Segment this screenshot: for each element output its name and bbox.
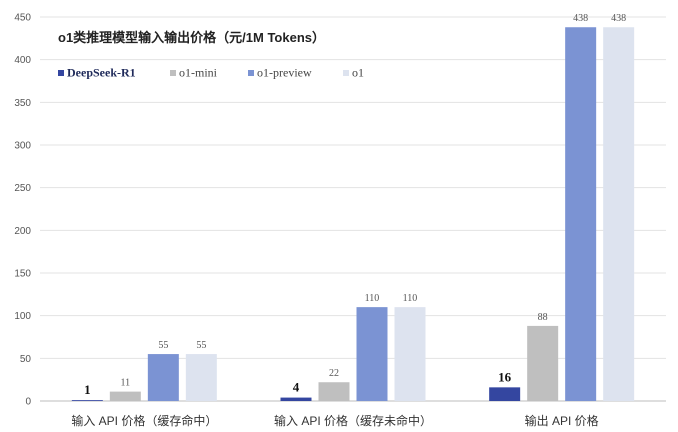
data-label: 55 <box>158 340 168 351</box>
data-label: 55 <box>196 340 206 351</box>
chart-title: o1类推理模型输入输出价格（元/1M Tokens） <box>58 30 325 45</box>
data-label: 1 <box>84 382 91 397</box>
legend-label: o1 <box>352 66 364 80</box>
data-label: 438 <box>573 13 588 24</box>
bar <box>318 382 350 401</box>
legend: DeepSeek-R1 o1-mini o1-preview o1 <box>58 66 364 80</box>
data-label: 11 <box>121 378 131 389</box>
axes: 0 50 100 150 200 250 300 350 400 450 输入 API 价格（缓存命… <box>14 13 666 428</box>
data-label: 22 <box>329 368 339 379</box>
legend-swatch <box>170 70 176 76</box>
bars <box>71 27 635 402</box>
legend-label: o1-mini <box>179 66 218 80</box>
y-tick-label: 450 <box>14 13 31 24</box>
bar <box>527 325 559 401</box>
bar <box>356 307 388 401</box>
legend-swatch <box>58 70 64 76</box>
bar <box>565 27 597 402</box>
y-tick-label: 0 <box>25 397 31 408</box>
data-label: 438 <box>611 13 626 24</box>
bar <box>109 391 141 401</box>
bar <box>394 307 426 401</box>
y-tick-label: 50 <box>20 354 32 365</box>
y-tick-label: 350 <box>14 98 31 109</box>
y-tick-label: 400 <box>14 55 31 66</box>
legend-swatch <box>248 70 254 76</box>
legend-swatch <box>343 70 349 76</box>
y-tick-label: 200 <box>14 226 31 237</box>
bar <box>71 400 103 401</box>
bar <box>147 354 179 401</box>
y-tick-label: 300 <box>14 141 31 152</box>
bar <box>280 397 312 401</box>
bar <box>185 354 217 401</box>
y-tick-label: 150 <box>14 269 31 280</box>
legend-label: DeepSeek-R1 <box>67 66 136 80</box>
data-label: 88 <box>538 312 548 323</box>
data-label: 16 <box>498 369 512 384</box>
x-tick-label: 输入 API 价格（缓存命中） <box>71 413 217 428</box>
data-label: 110 <box>403 293 418 304</box>
data-label: 4 <box>293 380 300 395</box>
x-tick-label: 输入 API 价格（缓存未命中） <box>274 413 432 428</box>
bar <box>489 387 521 401</box>
y-tick-label: 250 <box>14 183 31 194</box>
data-label: 110 <box>365 293 380 304</box>
grid <box>40 16 666 359</box>
y-tick-label: 100 <box>14 311 31 322</box>
legend-label: o1-preview <box>257 66 312 80</box>
x-tick-label: 输出 API 价格 <box>525 413 599 428</box>
bar <box>603 27 635 402</box>
